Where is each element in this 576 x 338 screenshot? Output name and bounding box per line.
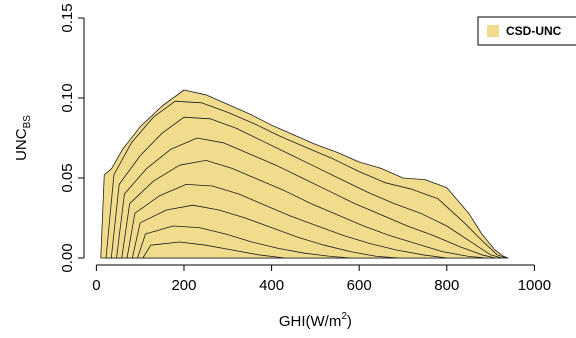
legend-label: CSD-UNC [506, 24, 562, 38]
y-axis-title: UNCBS [13, 115, 33, 161]
x-tick-label-600: 600 [347, 277, 372, 294]
y-tick-label-0.15: 0.15 [59, 3, 76, 32]
y-tick-label-0.10: 0.10 [59, 83, 76, 112]
legend-swatch [487, 25, 499, 37]
tick-layer: 0 200 400 600 800 1000 0.00 0.05 0.10 0.15 [59, 3, 551, 294]
y-tick-label-0.00: 0.00 [59, 243, 76, 272]
x-tick-label-1000: 1000 [518, 277, 551, 294]
area-layer [100, 89, 509, 259]
x-tick-label-200: 200 [171, 277, 196, 294]
area-band-9 [142, 241, 286, 259]
x-tick-label-0: 0 [92, 277, 100, 294]
x-tick-label-400: 400 [259, 277, 284, 294]
axes-layer [83, 18, 535, 266]
y-axis-title-main: UNC [13, 128, 30, 161]
y-axis-title-sub: BS [22, 115, 33, 129]
x-axis-title-tail: ) [347, 313, 352, 330]
x-axis-title-main: GHI(W/m [279, 313, 341, 330]
x-tick-label-800: 800 [434, 277, 459, 294]
legend: CSD-UNC [477, 16, 576, 46]
x-axis-title-sup: 2 [341, 311, 347, 322]
y-tick-label-0.05: 0.05 [59, 163, 76, 192]
x-axis-title: GHI(W/m2) [279, 311, 352, 330]
